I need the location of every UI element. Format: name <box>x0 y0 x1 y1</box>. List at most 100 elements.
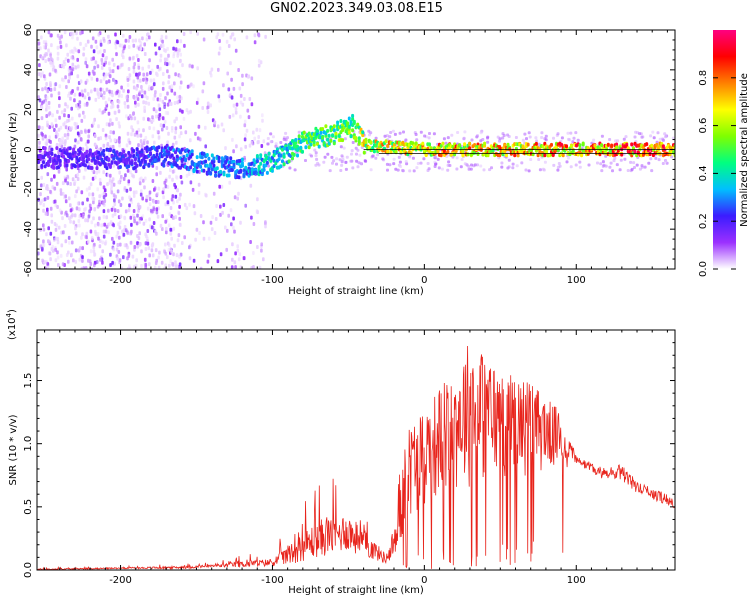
spectrogram-cell <box>157 265 161 269</box>
spectrogram-cell <box>436 157 440 161</box>
spectrogram-cell <box>569 131 573 135</box>
spectrogram-cell <box>136 75 140 80</box>
spectrogram-cell <box>386 144 390 148</box>
spectrogram-cell <box>155 148 159 153</box>
spectrogram-cell <box>83 102 87 107</box>
spectrogram-cell <box>178 85 182 90</box>
spectrogram-cell <box>42 160 45 165</box>
spectrogram-cell <box>90 44 93 49</box>
spectrogram-cell <box>248 143 252 148</box>
spectrogram-cell <box>118 235 121 240</box>
spectrogram-cell <box>99 39 103 44</box>
spectrogram-cell <box>128 153 132 158</box>
spectrogram-cell <box>122 177 126 182</box>
spectrogram-cell <box>166 200 170 205</box>
spectrogram-cell <box>514 136 518 139</box>
spectrogram-cell <box>87 214 91 219</box>
spectrogram-cell <box>101 249 104 254</box>
spectrogram-cell <box>381 157 385 161</box>
spectrogram-cell <box>111 69 115 74</box>
spectrogram-cell <box>179 131 183 136</box>
spectrogram-cell <box>122 149 126 154</box>
spectrogram-cell <box>148 262 151 267</box>
spectrogram-cell <box>233 37 236 42</box>
spectrogram-cell <box>71 240 74 245</box>
x-tick-label: 0 <box>421 275 427 286</box>
spectrogram-cell <box>560 136 564 140</box>
y-tick-label: 60 <box>23 24 34 37</box>
spectrogram-cell <box>248 97 252 101</box>
spectrogram-cell <box>332 128 336 133</box>
spectrogram-cell <box>524 168 528 172</box>
spectrogram-cell <box>50 43 53 48</box>
spectrogram-cell <box>304 145 308 150</box>
spectrogram-cell <box>211 215 214 220</box>
spectrogram-cell <box>392 162 396 166</box>
spectrogram-cell <box>77 49 81 54</box>
spectrogram-cell <box>173 119 176 124</box>
spectrogram-cell <box>79 129 83 134</box>
spectrogram-cell <box>198 169 201 174</box>
spectrogram-cell <box>229 61 232 66</box>
spectrogram-cell <box>181 109 184 114</box>
spectrogram-cell <box>175 116 178 121</box>
spectrogram-cell <box>317 163 321 167</box>
spectrogram-cell <box>147 117 150 122</box>
spectrogram-cell <box>158 97 162 102</box>
spectrogram-cell <box>144 232 147 237</box>
spectrogram-cell <box>257 139 260 144</box>
spectrogram-cell <box>88 96 91 101</box>
spectrogram-cell <box>53 199 57 204</box>
spectrogram-cell <box>175 140 178 145</box>
spectrogram-cell <box>196 66 199 71</box>
spectrogram-cell <box>264 220 267 225</box>
spectrogram-cell <box>126 83 130 87</box>
spectrogram-cell <box>469 167 473 171</box>
spectrogram-cell <box>218 98 221 103</box>
spectrogram-cell <box>90 220 94 225</box>
spectrogram-cell <box>351 166 355 170</box>
spectrogram-cell <box>46 120 49 125</box>
spectrogram-cell <box>152 97 155 101</box>
spectrogram-cell <box>147 193 151 198</box>
spectrogram-cell <box>222 83 225 88</box>
spectrogram-cell <box>137 65 141 70</box>
spectrogram-cell <box>96 88 99 93</box>
spectrogram-cell <box>79 41 82 46</box>
spectrogram-cell <box>40 183 43 188</box>
colorbar-tick-label: 0.4 <box>698 165 709 181</box>
spectrogram-cell <box>540 136 544 139</box>
spectrogram-cell <box>102 234 106 239</box>
spectrogram-cell <box>93 134 97 138</box>
spectrogram-cell <box>132 55 135 60</box>
spectrogram-cell <box>112 247 115 252</box>
spectrogram-cell <box>240 157 244 162</box>
spectrogram-cell <box>453 152 457 157</box>
colorbar <box>713 30 736 269</box>
spectrogram-cell <box>65 163 69 168</box>
spectrogram-cell <box>81 93 85 98</box>
spectrogram-cell <box>468 141 472 146</box>
spectrogram-cell <box>219 252 223 257</box>
spectrogram-cell <box>207 105 210 109</box>
spectrogram-cell <box>73 164 77 169</box>
spectrogram-cell <box>231 113 235 118</box>
spectrogram-cell <box>376 153 380 157</box>
spectrogram-cell <box>434 162 437 166</box>
spectrogram-cell <box>164 219 167 224</box>
spectrogram-cell <box>118 170 121 175</box>
spectrogram-cell <box>326 128 330 133</box>
spectrogram-cell <box>426 162 430 165</box>
spectrogram-cell <box>74 231 78 236</box>
spectrogram-cell <box>511 166 515 170</box>
spectrogram-cell <box>164 178 168 183</box>
spectrogram-cell <box>56 250 59 255</box>
spectrogram-cell <box>46 207 49 212</box>
spectrogram-x-axis-label: Height of straight line (km) <box>288 286 424 297</box>
spectrogram-cell <box>541 167 545 171</box>
spectrogram-cell <box>78 246 82 251</box>
spectrogram-cell <box>170 197 174 202</box>
spectrogram-cell <box>386 149 390 154</box>
spectrogram-cell <box>82 46 86 51</box>
spectrogram-cell <box>187 110 190 115</box>
